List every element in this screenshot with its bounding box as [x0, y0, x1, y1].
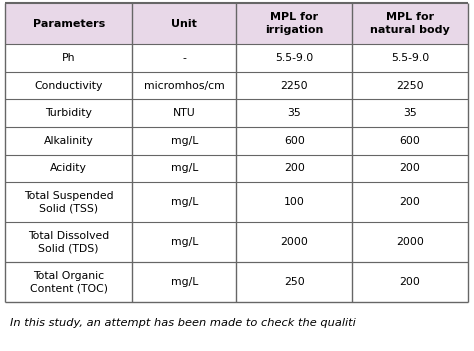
Bar: [352, 154, 468, 182]
Bar: [237, 44, 352, 72]
Bar: [352, 262, 468, 302]
Text: Acidity: Acidity: [50, 163, 87, 173]
Bar: [237, 154, 352, 182]
Bar: [352, 72, 468, 99]
Bar: [237, 72, 352, 99]
Text: MPL for
irrigation: MPL for irrigation: [265, 13, 324, 35]
Bar: [5, 262, 132, 302]
Bar: [5, 44, 132, 72]
Bar: [132, 222, 237, 262]
Text: -: -: [182, 53, 186, 63]
Text: 2250: 2250: [396, 81, 424, 91]
Text: Total Dissolved
Solid (TDS): Total Dissolved Solid (TDS): [28, 231, 109, 253]
Text: 600: 600: [400, 136, 420, 146]
Bar: [352, 99, 468, 127]
Bar: [352, 127, 468, 154]
Text: NTU: NTU: [173, 108, 196, 118]
Bar: [5, 3, 132, 44]
Bar: [132, 262, 237, 302]
Text: 200: 200: [400, 163, 420, 173]
Bar: [237, 99, 352, 127]
Text: Turbidity: Turbidity: [45, 108, 92, 118]
Text: 5.5-9.0: 5.5-9.0: [275, 53, 313, 63]
Text: Ph: Ph: [62, 53, 75, 63]
Bar: [132, 154, 237, 182]
Text: 35: 35: [288, 108, 301, 118]
Text: 5.5-9.0: 5.5-9.0: [391, 53, 429, 63]
Text: 200: 200: [400, 277, 420, 287]
Bar: [352, 3, 468, 44]
Bar: [5, 182, 132, 222]
Bar: [5, 154, 132, 182]
Text: Parameters: Parameters: [33, 19, 105, 29]
Text: 600: 600: [284, 136, 305, 146]
Bar: [132, 127, 237, 154]
Bar: [237, 222, 352, 262]
Text: 2000: 2000: [396, 237, 424, 247]
Bar: [237, 3, 352, 44]
Text: Unit: Unit: [172, 19, 197, 29]
Bar: [237, 262, 352, 302]
Text: mg/L: mg/L: [171, 197, 198, 207]
Text: 35: 35: [403, 108, 417, 118]
Bar: [352, 44, 468, 72]
Text: Total Suspended
Solid (TSS): Total Suspended Solid (TSS): [24, 191, 113, 213]
Text: 250: 250: [284, 277, 305, 287]
Text: MPL for
natural body: MPL for natural body: [370, 13, 450, 35]
Text: In this study, an attempt has been made to check the qualiti: In this study, an attempt has been made …: [10, 318, 356, 328]
Bar: [132, 182, 237, 222]
Text: Conductivity: Conductivity: [35, 81, 103, 91]
Text: mg/L: mg/L: [171, 237, 198, 247]
Text: Alkalinity: Alkalinity: [44, 136, 93, 146]
Bar: [5, 222, 132, 262]
Bar: [237, 127, 352, 154]
Text: 2000: 2000: [281, 237, 308, 247]
Text: micromhos/cm: micromhos/cm: [144, 81, 225, 91]
Bar: [132, 72, 237, 99]
Bar: [237, 182, 352, 222]
Bar: [5, 99, 132, 127]
Text: mg/L: mg/L: [171, 277, 198, 287]
Text: Total Organic
Content (TOC): Total Organic Content (TOC): [30, 271, 108, 293]
Bar: [5, 127, 132, 154]
Bar: [352, 222, 468, 262]
Text: mg/L: mg/L: [171, 136, 198, 146]
Text: 200: 200: [400, 197, 420, 207]
Bar: [132, 3, 237, 44]
Bar: [132, 44, 237, 72]
Text: 200: 200: [284, 163, 305, 173]
Bar: [352, 182, 468, 222]
Text: 2250: 2250: [281, 81, 308, 91]
Text: 100: 100: [284, 197, 305, 207]
Bar: [132, 99, 237, 127]
Text: mg/L: mg/L: [171, 163, 198, 173]
Bar: [5, 72, 132, 99]
